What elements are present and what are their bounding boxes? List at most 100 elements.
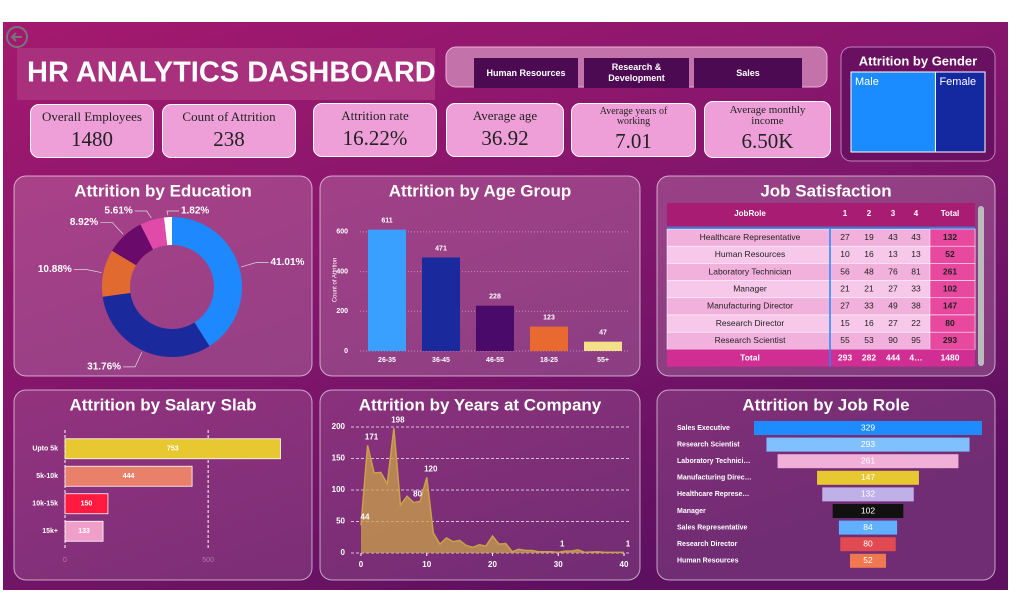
table-title: Job Satisfaction [760,181,891,200]
table-cell: 21 [864,283,874,293]
table-cell: 19 [864,232,874,242]
data-label: 10.88% [38,264,72,275]
table-total-cell: 293 [838,352,852,362]
y-tick-label: 200 [332,422,346,431]
x-tick-label: 55+ [597,357,609,364]
donut-slice [172,217,243,347]
y-tick-label: 600 [336,229,348,236]
data-label: 123 [543,314,555,321]
table-header [667,203,975,226]
category-label: Sales Representative [677,524,748,531]
scrollbar[interactable] [978,206,984,366]
slicer-button[interactable]: Sales [694,58,802,88]
panel [656,389,996,581]
y-tick-label: 100 [332,485,346,494]
data-label: 5.61% [104,206,132,217]
kpi-label: Count of Attrition [182,109,276,124]
data-label: 611 [381,218,392,225]
category-label: Research Scientist [677,441,740,448]
y-tick-label: 5k-10k [36,473,58,480]
slicer-button[interactable]: Human Resources [474,58,578,88]
x-tick-label: 46-55 [486,357,504,364]
category-label: Human Resources [677,558,739,565]
kpi-card: Average monthly income 6.50K [704,101,831,158]
table-cell: 102 [943,283,957,293]
donut-slice [102,292,210,358]
panel [13,175,313,377]
table-row [666,331,976,350]
y-tick-label: 0 [341,548,346,557]
funnel-bar [777,454,959,469]
y-tick-label: Upto 5k [32,446,58,453]
data-label: 132 [861,489,875,499]
donut-slice [164,217,172,246]
data-label: 329 [861,422,875,432]
y-tick-label: 50 [336,517,345,526]
back-button[interactable] [6,26,28,48]
data-label: 41.01% [271,257,305,268]
dashboard-title: HR ANALYTICS DASHBOARD [27,57,436,89]
kpi-label: Average monthly income [729,104,806,127]
back-arrow[interactable] [10,32,22,42]
table-row [666,245,976,264]
data-label: 228 [489,294,501,301]
leader-line [166,210,179,216]
y-tick-label: 15k+ [42,528,58,535]
table-cell: Manager [733,283,767,293]
kpi-card: Overall Employees 1480 [30,104,154,158]
kpi-label: Average age [472,108,538,123]
area-line [360,428,624,554]
data-label: 150 [81,501,93,508]
table-cell: Manufacturing Director [707,301,793,311]
data-label: 80 [863,538,873,548]
donut-slice [140,217,168,250]
data-label: 120 [424,465,438,474]
table-cell: 15 [840,318,850,328]
table-cell: 293 [943,335,957,345]
x-tick-label: 30 [554,560,563,569]
table-total-cell: 4… [909,352,922,362]
category-label: Manager [677,508,706,515]
column-header: 1 [843,209,848,218]
table-total-row [667,349,975,367]
leader-line [73,269,102,273]
x-tick-label: 26-35 [378,357,396,364]
leader-line [134,210,152,219]
bar [584,341,622,351]
kpi-label: Attrition rate [341,108,409,123]
kpi-value: 6.50K [741,129,794,153]
table-cell: 95 [911,335,921,345]
category-label: Manufacturing Direc… [677,475,752,482]
table-cell: 13 [911,249,921,259]
table-cell: 52 [945,249,955,259]
data-label: 31.76% [87,362,121,373]
bar [530,326,568,351]
x-tick-label: 0 [63,557,67,564]
table-cell: Laboratory Technician [708,266,791,276]
bar [422,257,460,351]
table-cell: 33 [864,301,874,311]
bar [476,305,514,351]
x-tick-label: 500 [202,557,214,564]
slicer-button[interactable]: Research & Development [584,58,689,88]
funnel-bar [822,487,914,502]
y-tick-label: 10k-15k [32,501,58,508]
y-tick-label: 400 [336,268,348,275]
chart-title: Attrition by Salary Slab [69,395,256,414]
table-total-cell: 444 [886,352,900,362]
funnel-bar [838,520,898,535]
bar [64,520,104,542]
data-label: 293 [861,439,875,449]
bar [64,438,281,460]
data-label: 47 [599,330,607,337]
data-label: 471 [435,245,447,252]
column-header: 2 [867,209,872,218]
cell-label: Male [855,76,879,88]
table-cell: 16 [864,249,874,259]
funnel-bar [840,537,896,552]
table-cell: 132 [943,232,957,242]
kpi-card: Average years of working 7.01 [571,103,696,157]
table-cell: Healthcare Representative [700,232,801,242]
